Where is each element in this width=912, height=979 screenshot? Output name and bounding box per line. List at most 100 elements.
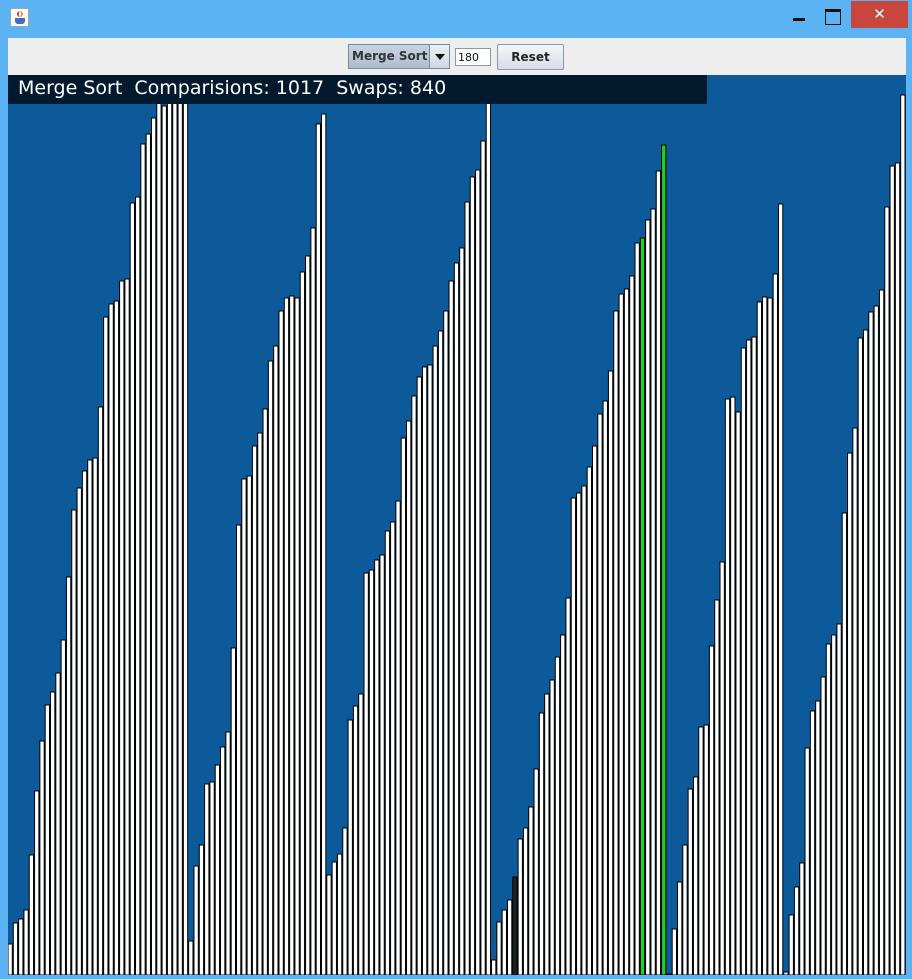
bar-148 <box>793 886 800 975</box>
bar-10 <box>60 639 66 975</box>
bar-49 <box>267 360 274 975</box>
bar-20 <box>113 300 120 975</box>
bar-8 <box>50 691 56 975</box>
bar-63 <box>342 827 348 975</box>
bar-166 <box>889 165 895 975</box>
title-bar[interactable]: ✕ <box>0 0 912 36</box>
bar-76 <box>411 395 417 975</box>
bar-9 <box>55 672 61 975</box>
status-algorithm: Merge Sort <box>18 77 123 99</box>
bar-23 <box>129 202 136 975</box>
bar-69 <box>374 559 380 975</box>
bar-113 <box>607 370 614 975</box>
bar-111 <box>597 413 603 975</box>
bar-70 <box>379 554 385 975</box>
bar-137 <box>735 411 741 975</box>
bar-145 <box>777 203 784 975</box>
bar-7 <box>44 704 51 975</box>
bar-6 <box>39 740 45 975</box>
bar-78 <box>421 366 428 975</box>
bar-19 <box>108 303 114 975</box>
bar-77 <box>416 376 422 975</box>
bar-115 <box>618 293 624 975</box>
bar-155 <box>831 634 837 975</box>
bar-64 <box>347 719 353 975</box>
bar-17 <box>97 406 104 975</box>
bar-68 <box>368 569 375 975</box>
bar-91 <box>491 959 497 975</box>
bars-chart <box>8 75 906 975</box>
bar-37 <box>204 783 210 975</box>
bar-88 <box>475 169 481 975</box>
algorithm-select-value: Merge Sort <box>352 49 428 63</box>
bar-125 <box>671 928 678 975</box>
bar-53 <box>289 295 295 975</box>
bar-146 <box>783 971 789 975</box>
bar-52 <box>283 297 290 975</box>
bar-165 <box>884 206 890 975</box>
bar-97 <box>522 827 529 975</box>
minimize-button[interactable] <box>782 1 816 28</box>
bar-46 <box>251 445 258 975</box>
bar-132 <box>708 645 715 975</box>
bar-142 <box>762 296 768 975</box>
bar-44 <box>241 478 247 975</box>
bar-87 <box>469 176 476 975</box>
bar-160 <box>857 337 863 975</box>
bar-151 <box>809 710 816 975</box>
bar-13 <box>76 487 82 975</box>
algorithm-select[interactable]: Merge Sort <box>348 44 450 69</box>
bar-110 <box>592 445 598 975</box>
bar-123 <box>661 144 667 975</box>
bar-51 <box>278 310 284 975</box>
bar-139 <box>746 339 752 975</box>
bar-34 <box>188 940 194 975</box>
bar-85 <box>459 247 465 975</box>
bar-80 <box>432 345 438 975</box>
bar-149 <box>799 862 805 975</box>
bar-133 <box>714 599 720 975</box>
bar-33 <box>182 75 189 975</box>
bar-143 <box>767 297 773 975</box>
bar-129 <box>692 776 699 975</box>
bar-136 <box>730 396 736 975</box>
bar-126 <box>677 881 683 975</box>
bar-65 <box>352 705 359 975</box>
bar-101 <box>544 693 550 975</box>
bar-159 <box>852 427 858 975</box>
bar-108 <box>581 485 587 975</box>
bar-29 <box>161 105 167 975</box>
bar-39 <box>214 764 221 975</box>
bar-162 <box>868 311 874 975</box>
bar-141 <box>756 301 763 975</box>
bar-5 <box>34 790 40 975</box>
bar-163 <box>873 305 879 975</box>
array-size-input[interactable] <box>455 48 491 66</box>
bar-35 <box>193 865 199 975</box>
bar-48 <box>262 408 268 975</box>
bar-56 <box>305 255 311 975</box>
bar-86 <box>464 201 470 975</box>
bar-71 <box>384 530 391 975</box>
bar-130 <box>698 726 704 975</box>
bar-40 <box>220 746 226 975</box>
bar-59 <box>321 113 327 975</box>
bar-38 <box>209 781 215 975</box>
close-button[interactable]: ✕ <box>851 1 908 28</box>
maximize-button[interactable] <box>816 1 848 28</box>
bar-104 <box>560 634 566 975</box>
java-app-icon[interactable] <box>10 8 29 27</box>
bar-4 <box>28 854 35 975</box>
swaps-count: 840 <box>409 77 447 99</box>
reset-button[interactable]: Reset <box>497 44 564 70</box>
bar-28 <box>156 98 162 975</box>
chevron-down-icon[interactable] <box>429 45 449 68</box>
bar-61 <box>331 861 337 975</box>
bar-72 <box>390 521 396 975</box>
bar-154 <box>825 643 832 975</box>
bar-22 <box>124 278 130 975</box>
bar-67 <box>363 572 369 975</box>
bar-94 <box>506 899 513 975</box>
bar-81 <box>437 330 444 975</box>
